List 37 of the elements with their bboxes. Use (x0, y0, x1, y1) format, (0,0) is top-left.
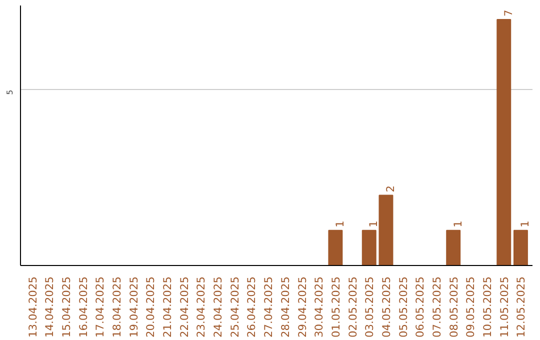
x-tick-label: 13.04.2025 (26, 276, 40, 338)
x-tick-label: 28.04.2025 (278, 276, 292, 338)
x-tick-label: 26.04.2025 (245, 276, 258, 338)
x-tick-label: 16.04.2025 (76, 276, 90, 338)
x-tick-label: 08.05.2025 (447, 276, 460, 338)
data-label: 1 (518, 220, 532, 228)
x-tick-label: 20.04.2025 (144, 276, 158, 338)
x-tick-label: 23.04.2025 (194, 276, 208, 338)
x-tick-label: 01.05.2025 (329, 276, 342, 338)
x-tick-label: 09.05.2025 (464, 276, 478, 338)
x-tick-label: 25.04.2025 (228, 276, 242, 338)
x-tick-label: 06.05.2025 (414, 276, 427, 338)
x-tick-label: 02.05.2025 (346, 276, 360, 338)
x-tick-label: 18.04.2025 (110, 276, 124, 338)
x-tick-label: 07.05.2025 (430, 276, 444, 338)
x-tick-label: 30.04.2025 (312, 276, 326, 338)
x-tick-label: 03.05.2025 (363, 276, 376, 338)
data-label: 1 (451, 220, 464, 228)
x-tick-label: 24.04.2025 (212, 276, 225, 338)
x-tick-label: 17.04.2025 (94, 276, 107, 338)
x-tick-label: 10.05.2025 (481, 276, 494, 338)
x-tick-label: 21.04.2025 (161, 276, 174, 338)
x-tick-label: 11.05.2025 (498, 276, 511, 338)
x-tick-label: 19.04.2025 (127, 276, 140, 338)
x-tick-label: 14.04.2025 (43, 276, 56, 338)
x-tick-label: 04.05.2025 (380, 276, 393, 338)
x-tick-label: 15.04.2025 (60, 276, 73, 338)
data-label: 1 (367, 220, 380, 228)
data-label: 1 (333, 220, 346, 228)
y-tick-label: 5 (6, 90, 14, 95)
x-tick-label: 05.05.2025 (396, 276, 410, 338)
data-label: 7 (502, 10, 515, 17)
x-tick-label: 27.04.2025 (262, 276, 276, 338)
x-tick-label: 22.04.2025 (178, 276, 191, 338)
x-tick-label: 12.05.2025 (514, 276, 528, 338)
x-tick-label: 29.04.2025 (296, 276, 309, 338)
data-label: 2 (384, 185, 397, 192)
